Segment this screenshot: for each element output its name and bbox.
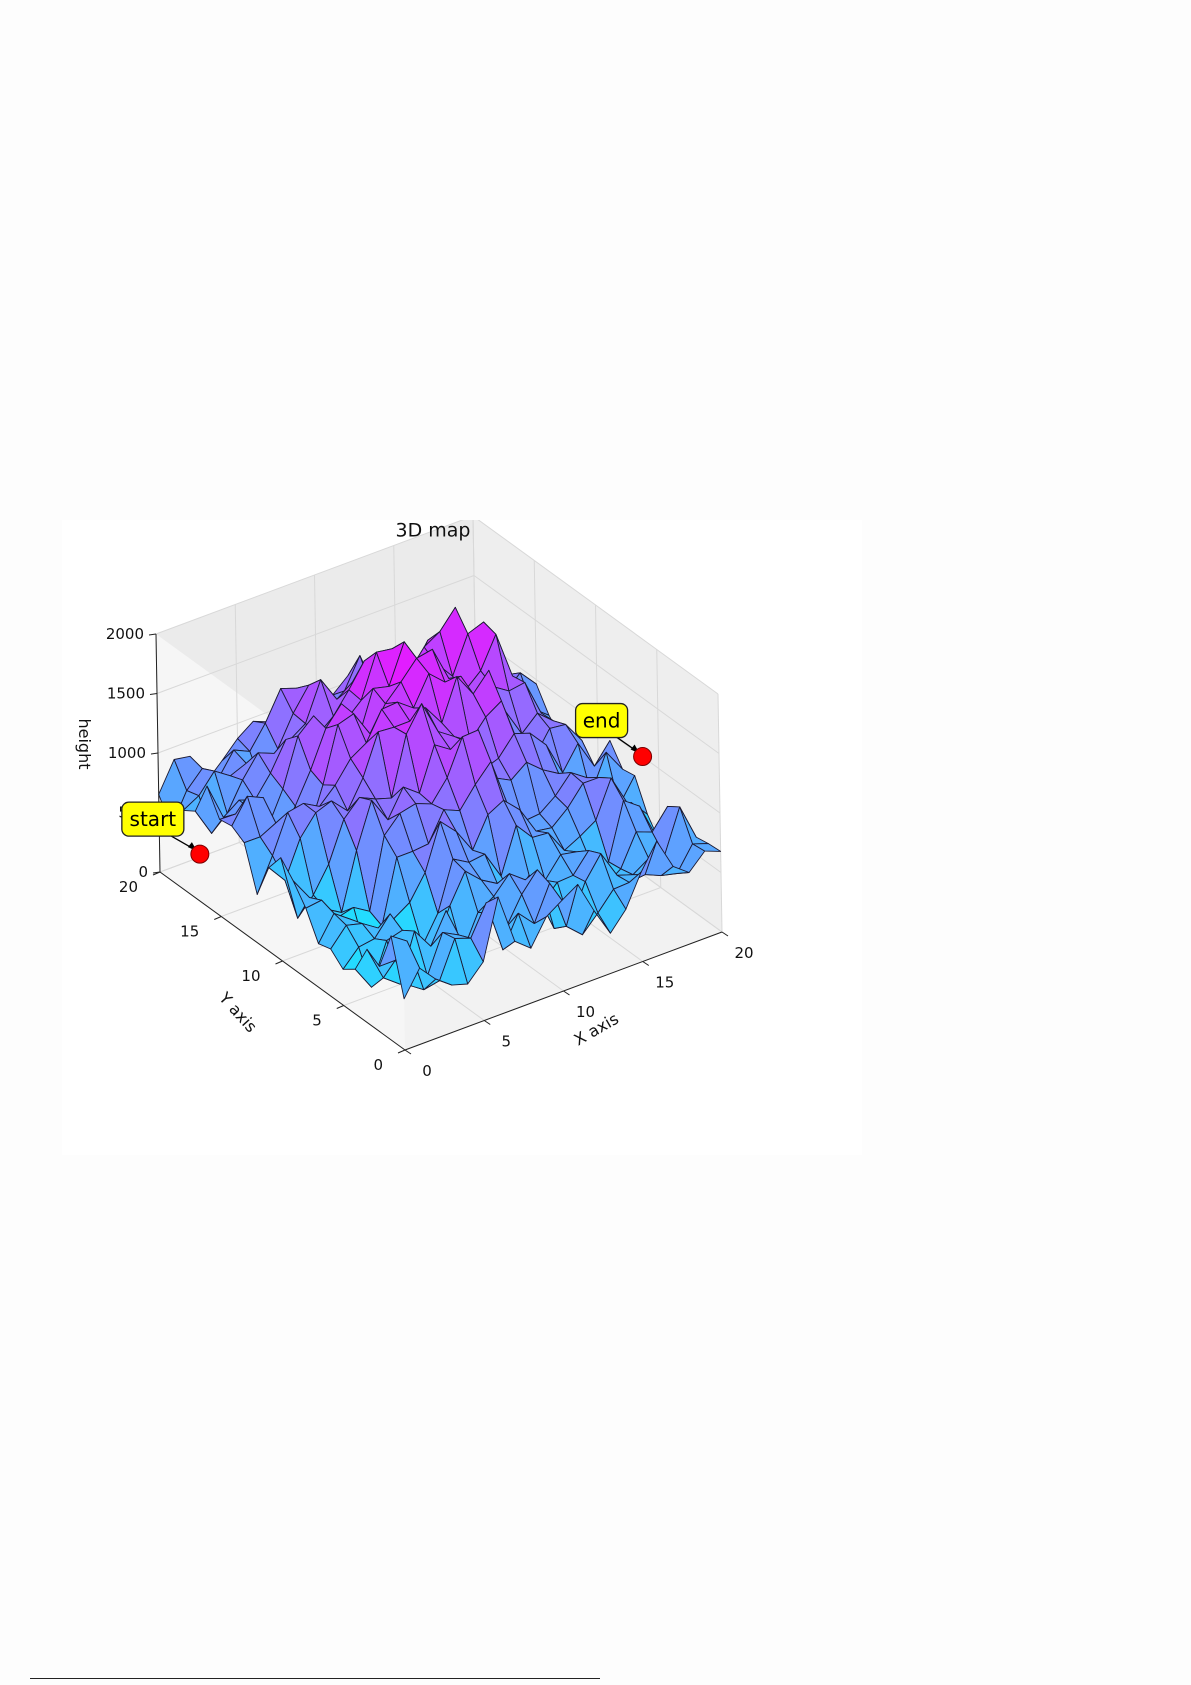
surface-mesh	[158, 606, 722, 1000]
x-tick-label: 15	[655, 974, 674, 992]
z-tick-label: 0	[138, 863, 148, 881]
surface-facet	[390, 935, 421, 1000]
x-tick	[404, 1049, 412, 1055]
x-tick	[642, 961, 650, 966]
gridline-z	[473, 575, 720, 754]
y-tick-label: 20	[119, 878, 138, 896]
end-label: end	[583, 709, 621, 733]
z-tick	[152, 871, 161, 874]
y-tick	[336, 1005, 344, 1009]
y-tick	[397, 1049, 406, 1054]
y-tick-label: 15	[180, 923, 199, 941]
y-tick-label: 5	[312, 1012, 322, 1030]
surface-chart: 05101520051015200500100015002000 starten…	[75, 520, 754, 1080]
z-tick-label: 1500	[107, 685, 145, 703]
z-tick	[148, 633, 157, 636]
x-tick	[483, 1020, 491, 1025]
y-tick	[214, 916, 222, 920]
gridline-z	[156, 575, 475, 694]
z-tick	[149, 693, 158, 695]
end-label-box	[574, 702, 629, 739]
start-label: start	[130, 807, 177, 831]
axes: 05101520051015200500100015002000	[106, 625, 754, 1080]
x-tick	[721, 931, 729, 937]
x-tick-label: 5	[501, 1033, 511, 1051]
y-tick-label: 10	[241, 967, 260, 985]
z-axis-label: height	[75, 719, 94, 770]
annotations: start end	[121, 702, 653, 864]
z-tick	[150, 752, 159, 755]
z-tick-label: 1000	[108, 744, 146, 762]
y-tick-label: 0	[373, 1056, 383, 1074]
start-point	[190, 844, 210, 864]
footer-rule	[30, 1678, 600, 1679]
end-point	[633, 747, 653, 767]
gridline-z	[155, 520, 464, 635]
x-tick-label: 0	[422, 1062, 432, 1080]
x-tick-label: 10	[576, 1003, 595, 1021]
start-label-box	[121, 801, 185, 837]
z-tick-label: 2000	[106, 625, 144, 643]
chart-container: 05101520051015200500100015002000 starten…	[62, 520, 862, 1155]
gridline-z	[477, 520, 719, 695]
chart-title: 3D map	[396, 520, 471, 542]
x-tick-label: 20	[734, 944, 753, 962]
x-tick	[563, 990, 570, 996]
y-axis-label: Y axis	[215, 988, 261, 1036]
y-tick	[275, 960, 283, 965]
